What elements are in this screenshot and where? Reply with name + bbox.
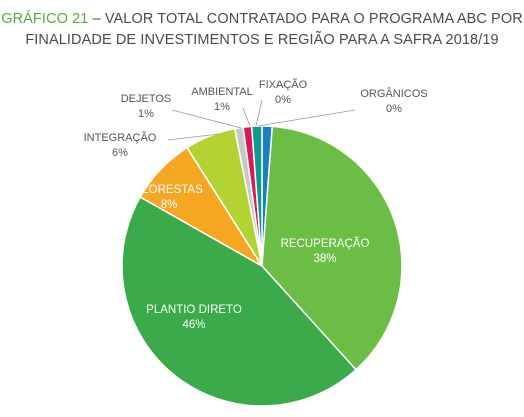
slice-value-label: 38% [313,253,336,265]
leader-line [257,109,356,127]
slice-value-label: 0% [275,94,291,106]
leader-lines [167,99,356,141]
title-line-2: FINALIDADE DE INVESTIMENTOS E REGIÃO PAR… [25,32,499,48]
pie-slices [121,125,403,407]
leader-line [167,133,220,141]
leader-line [242,107,251,127]
slice-value-label: 1% [214,101,230,113]
slice-value-label: 0% [386,103,402,115]
slice-name-label: AMBIENTAL [191,86,253,98]
leader-line [171,109,242,129]
pie-slice-recuperação [261,125,403,371]
slice-name-label: INTEGRAÇÃO [84,131,157,144]
title-line-1: GRÁFICO 21 – VALOR TOTAL CONTRATADO PARA… [0,9,524,30]
slice-value-label: 8% [161,199,178,211]
pie-slice-plantio-direto [121,195,358,407]
slice-name-label: DEJETOS [121,93,172,105]
chart-title: GRÁFICO 21 – VALOR TOTAL CONTRATADO PARA… [0,9,524,51]
slice-value-label: 46% [182,319,205,331]
slice-value-label: 6% [112,147,128,159]
slice-name-label: FLORESTAS [135,184,203,196]
slice-name-label: RECUPERAÇÃO [281,237,370,250]
pie-slice-fixação [250,125,263,267]
title-line-1-text: – VALOR TOTAL CONTRATADO PARA O PROGRAMA… [88,11,523,27]
title-figure-number: GRÁFICO 21 [1,11,89,27]
slice-labels: ORGÂNICOS 0% RECUPERAÇÃO 38% PLANTIO DIRETO 4… [84,78,428,331]
slice-name-label: FIXAÇÃO [259,78,308,91]
slice-name-label: ORGÂNICOS [360,87,427,100]
slice-name-label: PLANTIO DIRETO [146,304,242,316]
leader-line [255,99,263,127]
slice-value-label: 1% [138,108,154,120]
